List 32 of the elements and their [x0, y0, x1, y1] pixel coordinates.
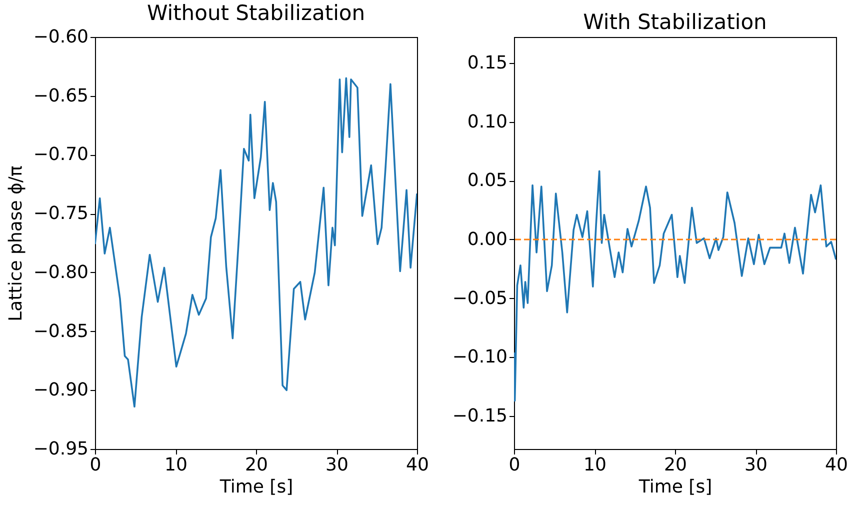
x-tick-label: 20: [664, 454, 687, 476]
y-tick-label: −0.65: [33, 85, 88, 106]
x-tick-label: 10: [164, 454, 188, 476]
y-tick-label: −0.95: [33, 438, 88, 460]
y-tick-label: −0.90: [33, 380, 88, 401]
x-tick-label: 10: [584, 454, 606, 476]
x-axis-title: Time [s]: [638, 476, 712, 498]
chart-title: Without Stabilization: [146, 1, 366, 25]
y-tick-label: −0.85: [33, 320, 88, 342]
line-series: [514, 170, 836, 402]
x-tick-label: 20: [245, 454, 268, 476]
y-tick-label: −0.80: [33, 262, 88, 283]
x-tick-label: 0: [508, 454, 520, 476]
y-tick-label: −0.10: [452, 346, 508, 368]
y-tick-label: 0.15: [467, 52, 508, 74]
y-axis-title: Lattice phase ϕ/π: [5, 166, 26, 322]
x-tick-label: 40: [406, 454, 429, 476]
x-tick-label: 40: [825, 454, 848, 476]
y-tick-label: 0.10: [467, 111, 508, 132]
y-tick-label: 0.00: [467, 228, 508, 250]
line-series: [95, 77, 417, 408]
x-tick-label: 0: [90, 454, 102, 476]
y-tick-label: −0.75: [33, 203, 88, 224]
x-tick-label: 30: [326, 454, 348, 476]
y-tick-label: 0.05: [467, 170, 508, 192]
x-tick-label: 30: [744, 454, 768, 476]
chart-title: With Stabilization: [583, 10, 767, 34]
y-tick-label: −0.05: [452, 288, 508, 309]
x-axis-title: Time [s]: [218, 476, 294, 498]
y-tick-label: −0.60: [33, 26, 88, 48]
y-tick-label: −0.15: [452, 406, 508, 427]
y-tick-label: −0.70: [33, 144, 88, 166]
